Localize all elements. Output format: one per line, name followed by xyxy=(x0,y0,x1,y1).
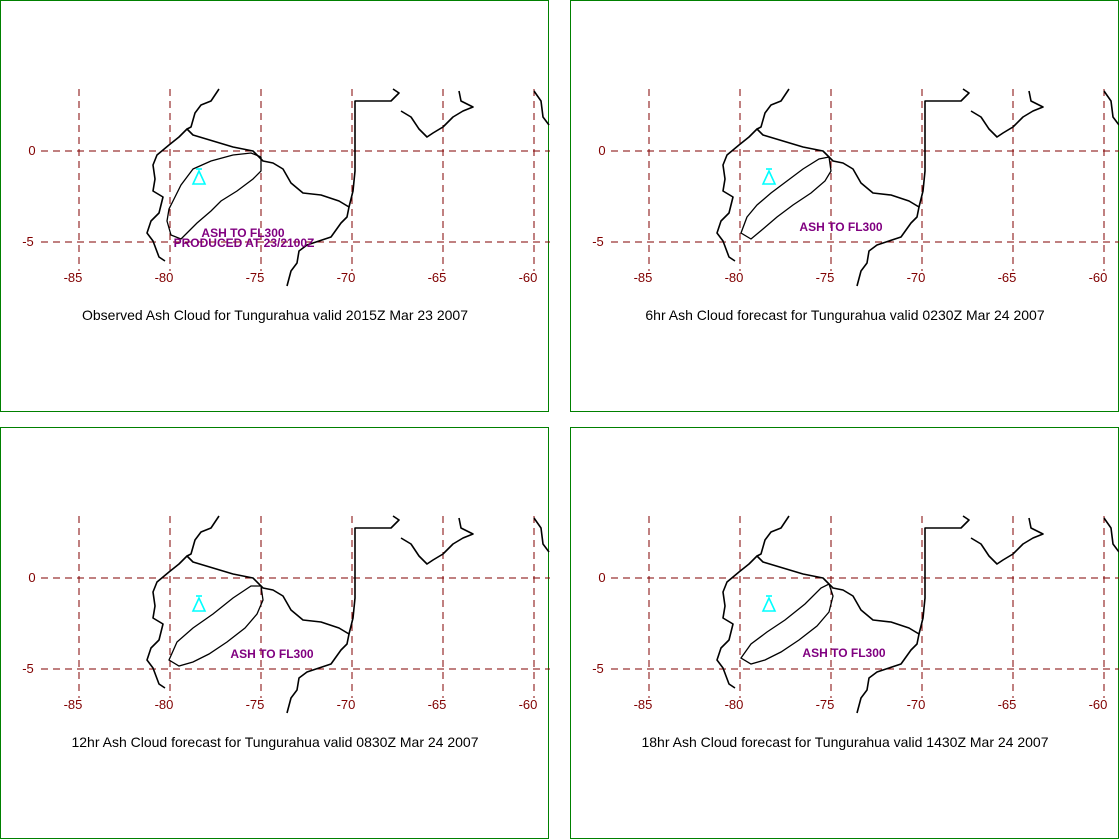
volcano-triangle-icon xyxy=(191,168,207,185)
lon-tick: -60 xyxy=(1089,697,1108,712)
coastline xyxy=(146,515,550,714)
grid-lines xyxy=(41,89,550,271)
volcano-triangle-icon xyxy=(761,595,777,612)
lon-tick: -85 xyxy=(634,270,653,285)
lat-tick: -5 xyxy=(592,234,604,249)
map-panel-6hr: -85 -80 -75 -70 -65 -60 0 -5 ASH TO FL30… xyxy=(570,0,1119,412)
ash-map: -85 -80 -75 -70 -65 -60 0 -5 ASH TO FL30… xyxy=(592,515,1119,750)
volcano-triangle-icon xyxy=(191,595,207,612)
lon-tick: -80 xyxy=(155,697,174,712)
lon-tick: -65 xyxy=(428,697,447,712)
lon-tick: -75 xyxy=(246,270,265,285)
map-panel-12hr: -85 -80 -75 -70 -65 -60 0 -5 ASH TO FL30… xyxy=(0,427,550,839)
lon-tick: -85 xyxy=(64,697,83,712)
lat-tick: -5 xyxy=(22,661,34,676)
lon-tick: -80 xyxy=(725,270,744,285)
ash-cloud-outline xyxy=(168,585,264,667)
coastline xyxy=(716,515,1119,714)
lon-tick: -80 xyxy=(725,697,744,712)
ash-altitude-label: ASH TO FL300 xyxy=(802,646,885,660)
grid-lines xyxy=(41,516,550,698)
ash-cloud-outline xyxy=(740,583,834,665)
latitude-ticks: 0 -5 xyxy=(22,570,35,676)
lon-tick: -85 xyxy=(64,270,83,285)
map-panel-18hr: -85 -80 -75 -70 -65 -60 0 -5 ASH TO FL30… xyxy=(570,427,1119,839)
ash-altitude-label: ASH TO FL300 xyxy=(201,226,284,240)
lon-tick: -75 xyxy=(816,270,835,285)
ash-cloud-outline xyxy=(740,156,832,240)
lon-tick: -65 xyxy=(998,697,1017,712)
panel-caption: Observed Ash Cloud for Tungurahua valid … xyxy=(82,307,468,323)
volcano-triangle-icon xyxy=(761,168,777,185)
panel-caption: 18hr Ash Cloud forecast for Tungurahua v… xyxy=(641,734,1048,750)
latitude-ticks: 0 -5 xyxy=(22,143,35,249)
panel-caption: 6hr Ash Cloud forecast for Tungurahua va… xyxy=(645,307,1044,323)
latitude-ticks: 0 -5 xyxy=(592,143,605,249)
lon-tick: -75 xyxy=(816,697,835,712)
lon-tick: -60 xyxy=(1089,270,1108,285)
lon-tick: -70 xyxy=(907,697,926,712)
longitude-ticks: -85 -80 -75 -70 -65 -60 xyxy=(64,697,538,712)
lat-tick: 0 xyxy=(598,143,605,158)
longitude-ticks: -85 -80 -75 -70 -65 -60 xyxy=(64,270,538,285)
ash-map: -85 -80 -75 -70 -65 -60 0 -5 ASH TO FL30… xyxy=(22,515,550,750)
longitude-ticks: -85 -80 -75 -70 -65 -60 xyxy=(634,270,1108,285)
ash-altitude-label: ASH TO FL300 xyxy=(230,647,313,661)
lon-tick: -70 xyxy=(907,270,926,285)
longitude-ticks: -85 -80 -75 -70 -65 -60 xyxy=(634,697,1108,712)
lat-tick: 0 xyxy=(598,570,605,585)
lon-tick: -80 xyxy=(155,270,174,285)
lon-tick: -70 xyxy=(337,697,356,712)
lon-tick: -85 xyxy=(634,697,653,712)
lat-tick: -5 xyxy=(22,234,34,249)
lat-tick: 0 xyxy=(28,143,35,158)
lon-tick: -65 xyxy=(998,270,1017,285)
lon-tick: -60 xyxy=(519,697,538,712)
coastline xyxy=(716,88,1119,287)
ash-altitude-label: ASH TO FL300 xyxy=(799,220,882,234)
lon-tick: -60 xyxy=(519,270,538,285)
lon-tick: -65 xyxy=(428,270,447,285)
produced-time-label: PRODUCED AT 23/2100Z xyxy=(174,236,315,250)
panel-caption: 12hr Ash Cloud forecast for Tungurahua v… xyxy=(71,734,478,750)
lat-tick: -5 xyxy=(592,661,604,676)
latitude-ticks: 0 -5 xyxy=(592,570,605,676)
coastline xyxy=(146,88,550,287)
map-panel-observed: -85 -80 -75 -70 -65 -60 0 -5 ASH TO FL30… xyxy=(0,0,550,412)
ash-cloud-outline xyxy=(166,152,262,240)
ash-map: -85 -80 -75 -70 -65 -60 0 -5 ASH TO FL30… xyxy=(22,88,550,323)
lat-tick: 0 xyxy=(28,570,35,585)
grid-lines xyxy=(611,516,1119,698)
lon-tick: -70 xyxy=(337,270,356,285)
grid-lines xyxy=(611,89,1119,271)
lon-tick: -75 xyxy=(246,697,265,712)
ash-map: -85 -80 -75 -70 -65 -60 0 -5 ASH TO FL30… xyxy=(592,88,1119,323)
